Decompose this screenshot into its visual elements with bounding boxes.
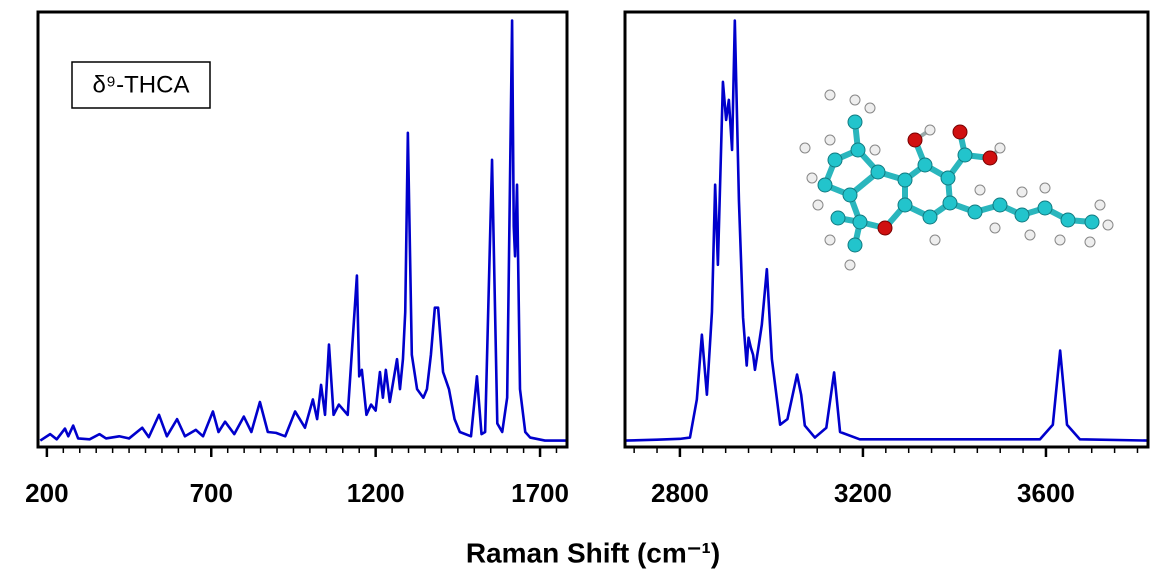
- x-tick-label: 2800: [651, 478, 709, 508]
- x-tick-label: 3600: [1017, 478, 1075, 508]
- x-tick-label: 3200: [834, 478, 892, 508]
- molecule: [800, 90, 1113, 270]
- x-tick-label: 1200: [347, 478, 405, 508]
- x-tick-label: 1700: [511, 478, 569, 508]
- x-axis-title: Raman Shift (cm⁻¹): [466, 537, 720, 568]
- chart: Raman Shift (cm⁻¹) δ⁹-THCA 200700120017: [0, 0, 1152, 579]
- page: {"axis_title": "Raman Shift (cm⁻¹)", "ch…: [0, 0, 1152, 579]
- annotation: δ⁹-THCA: [93, 71, 190, 98]
- x-tick-label: 200: [25, 478, 68, 508]
- x-tick-label: 700: [190, 478, 233, 508]
